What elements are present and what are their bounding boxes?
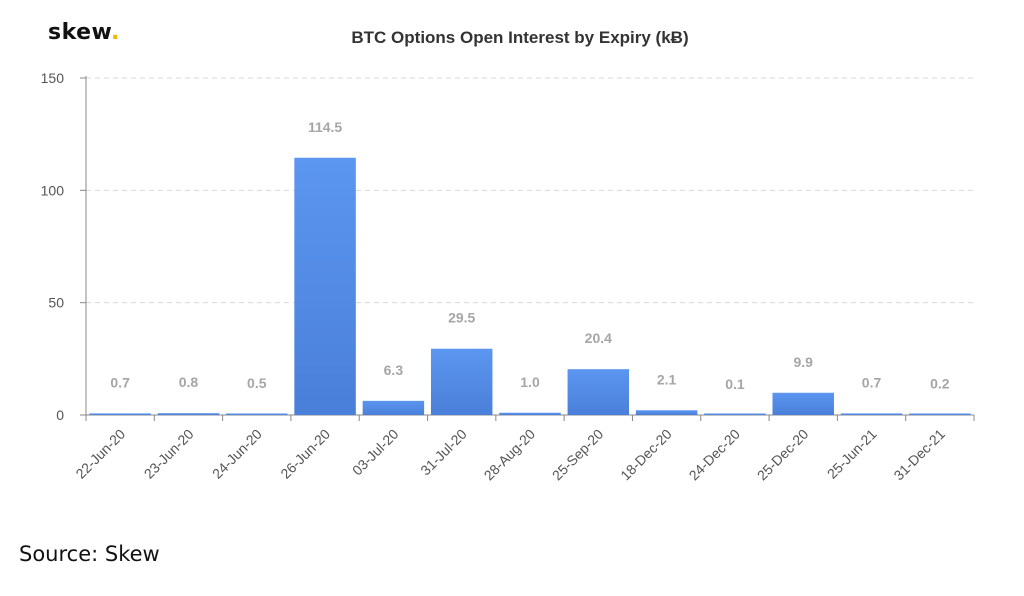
bar-03-Jul-20 <box>362 400 425 415</box>
y-tick-label: 50 <box>48 295 64 311</box>
bar-22-Jun-20 <box>89 413 151 415</box>
data-label: 20.4 <box>585 330 612 346</box>
x-tick-label: 25-Dec-20 <box>754 426 812 484</box>
data-label: 0.7 <box>110 374 130 390</box>
data-label: 9.9 <box>793 354 813 370</box>
y-tick-label: 100 <box>41 182 65 198</box>
bar-26-Jun-20 <box>294 157 356 416</box>
data-label: 29.5 <box>448 310 475 326</box>
bar-24-Jun-20 <box>226 413 288 415</box>
bar-chart: 0 50 100 150 0.7 22-Jun-20 0.8 23-Jun-20 0.5 24-J… <box>41 70 975 484</box>
x-tick-label: 25-Jun-21 <box>824 426 880 482</box>
bar-31-Dec-21 <box>909 413 971 415</box>
bar-24-Dec-20 <box>704 413 766 415</box>
data-label: 0.5 <box>247 375 267 391</box>
x-tick-label: 31-Jul-20 <box>417 426 470 479</box>
x-tick-label: 28-Aug-20 <box>481 426 539 484</box>
source-caption: Source: Skew <box>19 542 160 566</box>
bar-28-Aug-20 <box>499 412 561 415</box>
bar-31-Jul-20 <box>430 348 493 415</box>
y-tick-label: 0 <box>56 407 64 423</box>
x-tick-label: 25-Sep-20 <box>549 426 607 484</box>
logo-text: skew <box>48 20 111 45</box>
data-label: 0.2 <box>930 376 950 392</box>
data-label: 2.1 <box>657 371 677 387</box>
x-tick-label: 26-Jun-20 <box>277 426 333 482</box>
x-tick-label: 23-Jun-20 <box>141 426 197 482</box>
data-label: 0.8 <box>179 374 199 390</box>
bar-25-Jun-21 <box>840 413 903 415</box>
data-label: 114.5 <box>308 119 342 135</box>
chart-title: BTC Options Open Interest by Expiry (kɃ) <box>351 28 689 47</box>
bar-18-Dec-20 <box>635 410 698 415</box>
x-tick-label: 24-Dec-20 <box>686 426 744 484</box>
bar-25-Sep-20 <box>567 369 630 415</box>
data-label: 0.1 <box>725 376 745 392</box>
x-tick-label: 03-Jul-20 <box>349 426 402 479</box>
x-tick-label: 18-Dec-20 <box>617 426 675 484</box>
data-label: 6.3 <box>384 362 404 378</box>
y-tick-label: 150 <box>41 70 65 86</box>
data-label: 1.0 <box>520 374 540 390</box>
logo-dot: . <box>110 20 120 45</box>
data-label: 0.7 <box>862 374 882 390</box>
skew-logo: skew. <box>48 20 120 45</box>
x-tick-label: 22-Jun-20 <box>72 426 128 482</box>
bar-25-Dec-20 <box>772 392 834 415</box>
x-tick-label: 24-Jun-20 <box>209 426 265 482</box>
x-tick-label: 31-Dec-21 <box>890 426 948 484</box>
bar-23-Jun-20 <box>157 413 220 415</box>
